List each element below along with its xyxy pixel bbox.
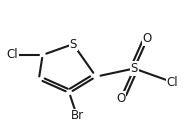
Text: O: O xyxy=(143,32,152,45)
Text: Cl: Cl xyxy=(166,76,178,89)
Text: S: S xyxy=(130,62,138,75)
Text: S: S xyxy=(70,38,77,51)
Text: Cl: Cl xyxy=(6,48,18,61)
Text: O: O xyxy=(116,92,125,105)
Text: Br: Br xyxy=(70,109,84,122)
